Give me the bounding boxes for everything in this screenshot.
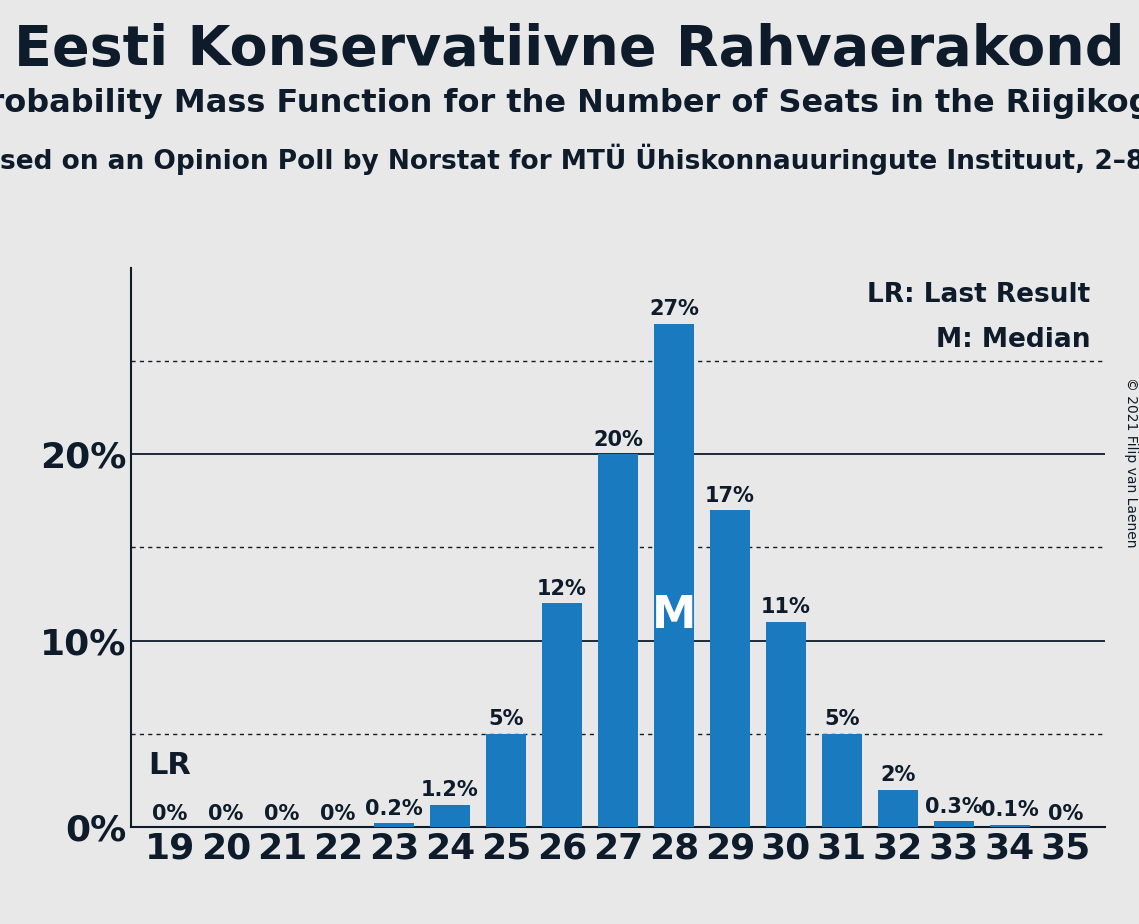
- Bar: [598, 455, 638, 827]
- Text: 0%: 0%: [153, 804, 188, 824]
- Text: 0%: 0%: [1048, 804, 1083, 824]
- Text: 20%: 20%: [593, 430, 642, 450]
- Bar: [654, 323, 694, 827]
- Text: 0%: 0%: [264, 804, 300, 824]
- Text: 11%: 11%: [761, 597, 811, 617]
- Bar: [542, 603, 582, 827]
- Text: LR: LR: [148, 751, 190, 781]
- Text: 5%: 5%: [823, 709, 860, 729]
- Bar: [710, 510, 749, 827]
- Text: 0.3%: 0.3%: [925, 796, 983, 817]
- Text: sed on an Opinion Poll by Norstat for MTÜ Ühiskonnauuringute Instituut, 2–8 Nove: sed on an Opinion Poll by Norstat for MT…: [0, 143, 1139, 175]
- Text: 0.2%: 0.2%: [366, 798, 423, 819]
- Text: 0%: 0%: [320, 804, 355, 824]
- Text: 1.2%: 1.2%: [421, 780, 478, 800]
- Text: 2%: 2%: [880, 765, 916, 785]
- Text: 5%: 5%: [489, 709, 524, 729]
- Bar: [765, 622, 806, 827]
- Text: Probability Mass Function for the Number of Seats in the Riigikogu: Probability Mass Function for the Number…: [0, 88, 1139, 119]
- Bar: [486, 734, 526, 827]
- Text: M: M: [652, 594, 696, 638]
- Text: 0%: 0%: [208, 804, 244, 824]
- Bar: [877, 790, 918, 827]
- Text: 0.1%: 0.1%: [981, 800, 1039, 821]
- Text: © 2021 Filip van Laenen: © 2021 Filip van Laenen: [1124, 377, 1138, 547]
- Text: 17%: 17%: [705, 485, 755, 505]
- Text: M: Median: M: Median: [936, 327, 1090, 353]
- Text: LR: Last Result: LR: Last Result: [867, 282, 1090, 308]
- Bar: [374, 823, 415, 827]
- Bar: [934, 821, 974, 827]
- Bar: [429, 805, 470, 827]
- Text: Eesti Konservatiivne Rahvaerakond: Eesti Konservatiivne Rahvaerakond: [15, 23, 1124, 77]
- Bar: [990, 825, 1030, 827]
- Bar: [821, 734, 862, 827]
- Text: 12%: 12%: [536, 578, 587, 599]
- Text: 27%: 27%: [649, 299, 699, 319]
